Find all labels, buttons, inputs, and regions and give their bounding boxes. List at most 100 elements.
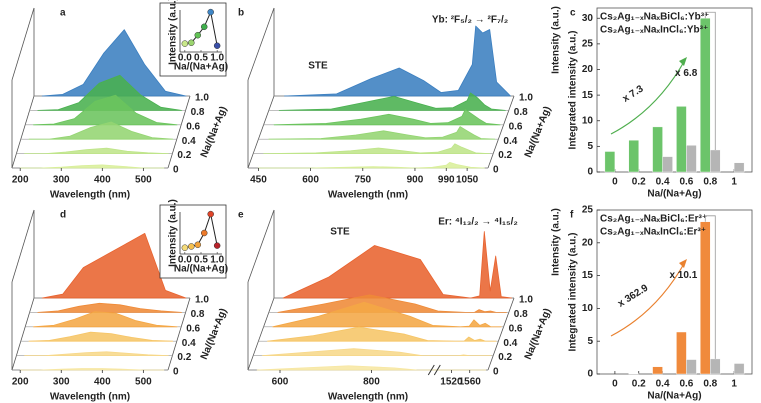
y-tick-label: 25 xyxy=(582,39,594,50)
depth-label: 0.4 xyxy=(503,338,517,349)
depth-label: 0.6 xyxy=(509,121,523,132)
spectrum xyxy=(267,326,497,342)
spectrum xyxy=(268,126,496,140)
x-tick-label: 200 xyxy=(12,377,29,388)
panel-label: f xyxy=(570,210,574,221)
bracket xyxy=(704,11,716,150)
depth-label: 1.0 xyxy=(195,93,209,104)
inset-point xyxy=(194,241,202,249)
plot-frame xyxy=(596,7,753,173)
depth-label: 0.6 xyxy=(186,323,200,334)
arrow-head xyxy=(679,259,687,268)
bar xyxy=(733,363,745,375)
depth-label: 0.2 xyxy=(498,150,512,161)
inset-point xyxy=(200,23,208,31)
x-tick-label: 500 xyxy=(135,175,152,186)
spectrum xyxy=(278,92,506,111)
inset-tick-label: 1.0 xyxy=(210,53,224,64)
axis-break xyxy=(427,364,435,376)
spectrum xyxy=(24,351,169,356)
spectrum xyxy=(33,311,178,328)
inset-x-label: Na/(Na+Ag) xyxy=(174,264,228,275)
annotation: STE xyxy=(308,61,328,72)
depth-label: 0.8 xyxy=(514,107,528,118)
x-axis-label: Wavelength (nm) xyxy=(50,392,130,403)
inset-tick-label: 0.0 xyxy=(178,53,192,64)
panel-label: c xyxy=(570,8,576,19)
x-tick-label: 0.6 xyxy=(679,379,693,390)
x-tick-label: 0.4 xyxy=(656,379,670,390)
inset-x-label: Na/(Na+Ag) xyxy=(174,62,228,73)
x-tick-label: 600 xyxy=(272,377,289,388)
axis-frame xyxy=(167,297,191,371)
annotation: Er: ⁴I₁₃/₂ → ⁴I₁₅/₂ xyxy=(438,217,518,228)
inset-tick-label: 1.0 xyxy=(210,255,224,266)
spectrum xyxy=(256,365,487,371)
x-axis-label: Wavelength (nm) xyxy=(328,392,408,403)
axis-break xyxy=(433,364,441,376)
depth-label: 1.0 xyxy=(195,295,209,306)
y-axis-label: Integrated intensity (a.u.) xyxy=(568,31,579,150)
spectrum xyxy=(41,29,187,97)
axis-frame xyxy=(247,297,275,371)
depth-label: 0.2 xyxy=(498,352,512,363)
legend-entry: Cs₂Ag₁₋ₓNaₓBiCl₆:Er³⁺ xyxy=(600,214,707,225)
y-tick-label: 10 xyxy=(582,115,594,126)
spectrum xyxy=(33,94,178,126)
annotation: x 362.9 xyxy=(616,282,650,309)
x-axis-label: Na/(Na+Ag) xyxy=(647,189,701,200)
inset-point xyxy=(194,31,202,39)
x-tick-label: 1 xyxy=(731,379,737,390)
bar xyxy=(662,156,673,173)
spectrum xyxy=(261,348,492,356)
x-tick-label: 0.2 xyxy=(632,379,646,390)
inset-point xyxy=(188,39,195,47)
inset-point xyxy=(181,244,189,251)
axis-frame xyxy=(167,95,191,169)
axis-frame xyxy=(11,7,35,81)
inset-tick-label: 0.0 xyxy=(178,255,192,266)
panel-label: a xyxy=(60,8,66,19)
bar xyxy=(710,358,721,375)
y-tick-label: 10 xyxy=(582,303,594,314)
x-tick-label: 0.8 xyxy=(703,379,717,390)
depth-label: 0.6 xyxy=(509,323,523,334)
depth-label: 0 xyxy=(493,367,499,378)
panel-label: d xyxy=(60,210,66,221)
x-tick-label: 500 xyxy=(135,377,152,388)
depth-label: 0.6 xyxy=(186,121,200,132)
trend-arrow xyxy=(610,261,686,337)
spectrum xyxy=(273,109,501,126)
annotation: Yb: ²F₅/₂ → ²F₇/₂ xyxy=(432,15,508,26)
depth-label: 0.2 xyxy=(177,150,191,161)
axis-frame xyxy=(247,209,275,283)
spectrum xyxy=(282,231,513,299)
legend-entry: Cs₂Ag₁₋ₓNaₓInCl₆:Yb³⁺ xyxy=(600,25,708,36)
inset-point xyxy=(207,210,214,218)
depth-label: 1.0 xyxy=(519,93,533,104)
x-tick-label: 400 xyxy=(94,175,111,186)
spectrum xyxy=(272,301,502,328)
y-tick-label: 15 xyxy=(582,90,594,101)
depth-label: 0.4 xyxy=(182,136,196,147)
axis-frame xyxy=(11,95,35,169)
inset-point xyxy=(200,229,208,237)
spectrum xyxy=(41,233,187,299)
x-axis-label: Wavelength (nm) xyxy=(328,190,408,201)
y-tick-label: 30 xyxy=(582,13,594,24)
x-tick-label: 990 xyxy=(438,175,455,186)
inset-y-label: Intensity (a.u.) xyxy=(168,199,179,267)
bar xyxy=(710,149,721,173)
inset-tick-label: 0.5 xyxy=(194,255,208,266)
bar xyxy=(652,366,663,375)
depth-label: 0.8 xyxy=(191,309,205,320)
x-tick-label: 200 xyxy=(12,175,29,186)
spectrum xyxy=(284,25,511,97)
depth-label: 0 xyxy=(493,165,499,176)
inset-tick-label: 0.5 xyxy=(194,53,208,64)
bar xyxy=(652,126,663,173)
spectrum xyxy=(28,121,174,140)
spectrum xyxy=(19,164,165,169)
x-tick-label: 300 xyxy=(53,377,70,388)
axis-frame xyxy=(11,297,35,371)
